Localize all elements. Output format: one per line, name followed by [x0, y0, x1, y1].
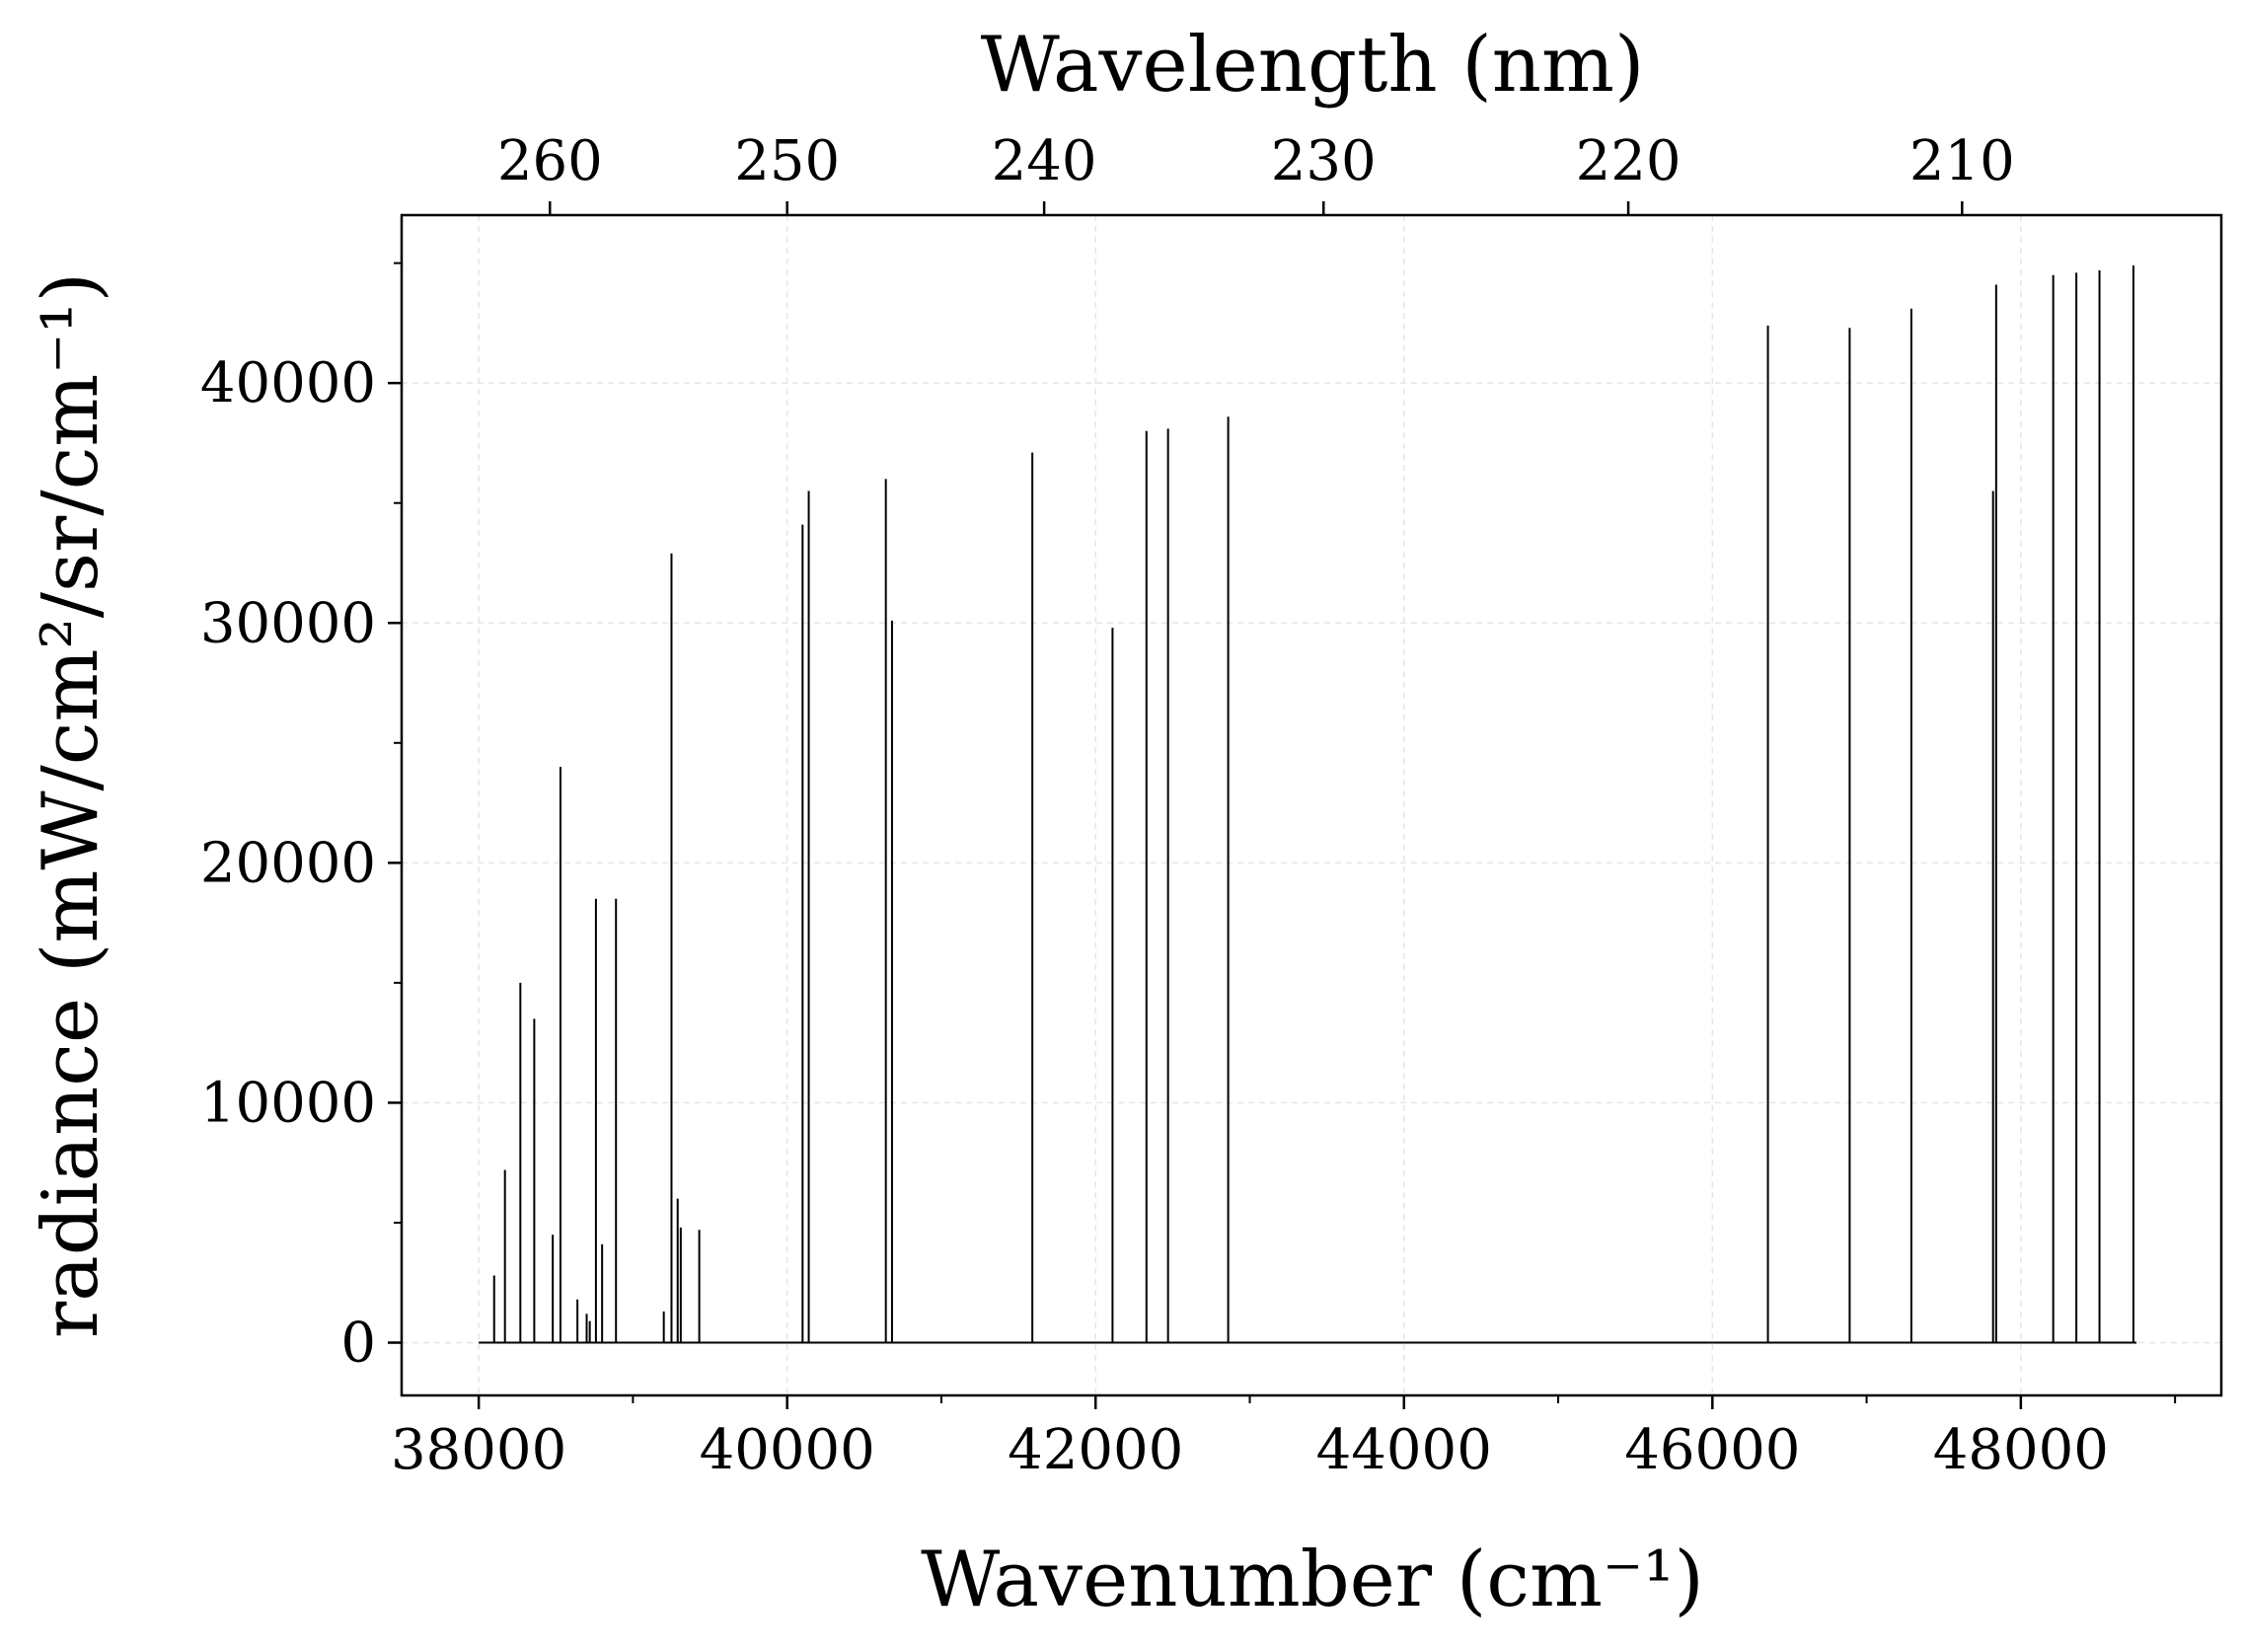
y-tick-label: 20000	[200, 831, 376, 895]
axis-ticks: 38000 40000 42000 44000 46000 48000 0 10000 2000…	[200, 129, 2177, 1482]
top-axis-title: Wavelength (nm)	[981, 21, 1645, 110]
y-tick-label: 10000	[200, 1071, 376, 1135]
x-tick-label: 46000	[1624, 1418, 1800, 1482]
x-tick-label: 38000	[391, 1418, 566, 1482]
x-tick-label: 44000	[1316, 1418, 1492, 1482]
y-axis-title: radiance (mW/cm²/sr/cm⁻¹)	[27, 272, 115, 1338]
top-tick-label: 220	[1576, 129, 1682, 193]
top-tick-label: 210	[1909, 129, 2015, 193]
plot-frame	[400, 213, 2223, 1397]
top-tick-label: 240	[992, 129, 1097, 193]
y-tick-label: 40000	[200, 351, 376, 415]
top-tick-label: 260	[497, 129, 603, 193]
x-tick-label: 48000	[1933, 1418, 2109, 1482]
y-tick-label: 30000	[200, 591, 376, 655]
x-tick-label: 40000	[700, 1418, 875, 1482]
emission-lines	[479, 265, 2137, 1344]
x-axis-title: Wavenumber (cm⁻¹)	[921, 1536, 1704, 1624]
y-tick-label: 0	[340, 1312, 376, 1376]
top-tick-label: 230	[1271, 129, 1377, 193]
top-tick-label: 250	[734, 129, 840, 193]
x-tick-label: 42000	[1008, 1418, 1183, 1482]
grid-lines	[402, 215, 2221, 1395]
